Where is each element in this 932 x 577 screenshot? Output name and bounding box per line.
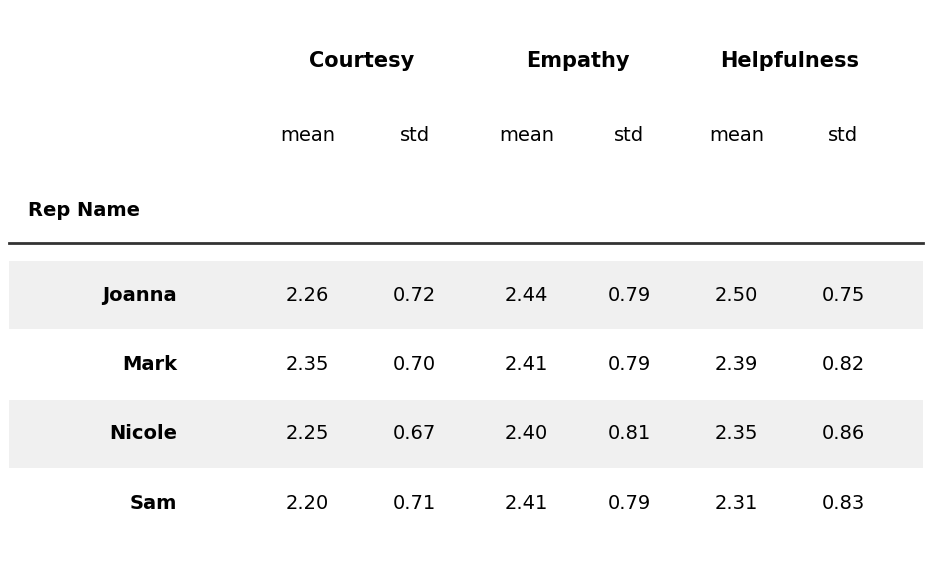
Text: mean: mean	[499, 126, 555, 145]
Text: 0.67: 0.67	[393, 425, 436, 443]
Text: 0.81: 0.81	[608, 425, 651, 443]
Text: 0.83: 0.83	[822, 494, 865, 512]
Text: 2.41: 2.41	[505, 355, 548, 374]
Text: 2.50: 2.50	[715, 286, 758, 305]
Text: 2.35: 2.35	[286, 355, 329, 374]
Text: std: std	[614, 126, 644, 145]
Text: 0.79: 0.79	[608, 355, 651, 374]
Text: mean: mean	[280, 126, 336, 145]
Bar	[9, 261, 923, 329]
Text: 0.75: 0.75	[822, 286, 865, 305]
Text: 0.70: 0.70	[393, 355, 436, 374]
Text: Rep Name: Rep Name	[28, 201, 140, 220]
Text: Sam: Sam	[130, 494, 177, 512]
Text: 2.26: 2.26	[286, 286, 329, 305]
Bar	[9, 400, 923, 468]
Text: 0.82: 0.82	[822, 355, 865, 374]
Text: 0.72: 0.72	[393, 286, 436, 305]
Text: Nicole: Nicole	[109, 425, 177, 443]
Text: 2.40: 2.40	[505, 425, 548, 443]
Text: 2.25: 2.25	[286, 425, 329, 443]
Text: Helpfulness: Helpfulness	[720, 51, 859, 70]
Text: 2.44: 2.44	[505, 286, 548, 305]
Text: Courtesy: Courtesy	[308, 51, 414, 70]
Text: 0.79: 0.79	[608, 494, 651, 512]
Text: 2.20: 2.20	[286, 494, 329, 512]
Text: std: std	[829, 126, 858, 145]
Text: Empathy: Empathy	[526, 51, 630, 70]
Text: 2.31: 2.31	[715, 494, 758, 512]
Text: 0.86: 0.86	[822, 425, 865, 443]
Text: Joanna: Joanna	[103, 286, 177, 305]
Text: 0.79: 0.79	[608, 286, 651, 305]
Text: 2.35: 2.35	[715, 425, 758, 443]
Text: std: std	[400, 126, 430, 145]
Text: 2.41: 2.41	[505, 494, 548, 512]
Text: Mark: Mark	[122, 355, 177, 374]
Text: 0.71: 0.71	[393, 494, 436, 512]
Text: 2.39: 2.39	[715, 355, 758, 374]
Text: mean: mean	[708, 126, 764, 145]
